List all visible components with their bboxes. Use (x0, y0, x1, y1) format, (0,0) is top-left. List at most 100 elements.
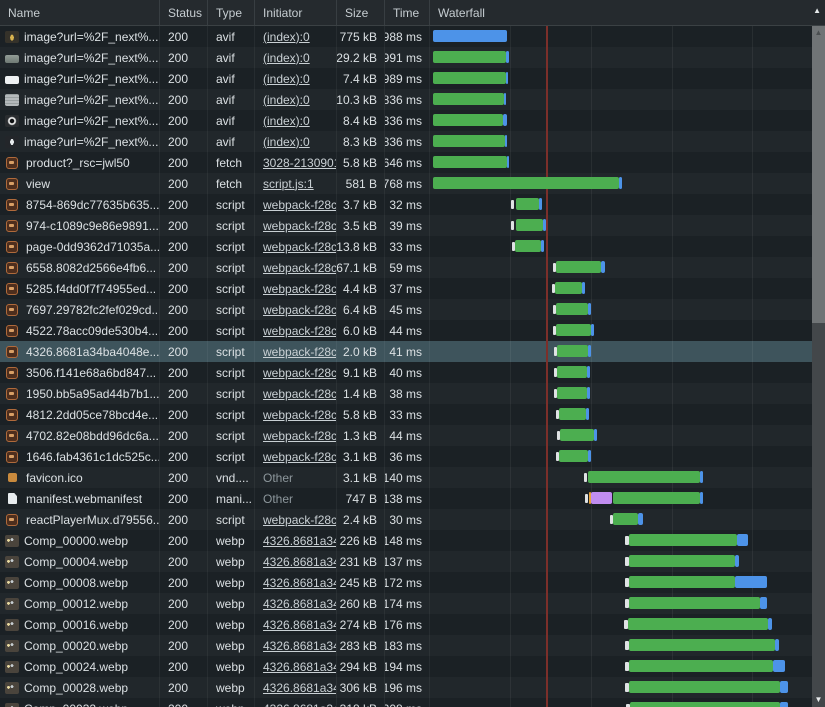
waterfall-segment-waiting[interactable] (613, 492, 700, 504)
waterfall-segment-waiting[interactable] (557, 366, 587, 378)
initiator-link[interactable]: (index):0 (263, 113, 310, 128)
table-row[interactable]: page-0dd9362d71035a... 200 script webpack-f… (0, 236, 812, 257)
table-row[interactable]: Comp_00000.webp 200 webp 4326.8681a34b226 k… (0, 530, 812, 551)
table-row[interactable]: 7697.29782fc2fef029cd... 200 script webpack… (0, 299, 812, 320)
waterfall-segment-download[interactable] (601, 261, 605, 273)
waterfall-segment-connect[interactable] (589, 492, 591, 504)
waterfall-segment-waiting[interactable] (557, 345, 588, 357)
waterfall-segment-waiting[interactable] (629, 681, 780, 693)
initiator-link[interactable]: webpack-f28cd (263, 386, 337, 401)
waterfall-segment-download[interactable] (619, 177, 622, 189)
waterfall-segment-waiting[interactable] (433, 72, 506, 84)
scrollbar-thumb[interactable]: ▲ (812, 26, 825, 323)
waterfall-segment-waiting[interactable] (555, 282, 582, 294)
table-row[interactable]: image?url=%2F_next%... 200 avif (index):0 10… (0, 89, 812, 110)
waterfall-segment-download[interactable] (507, 156, 509, 168)
waterfall-segment-waiting[interactable] (629, 639, 775, 651)
initiator-link[interactable]: webpack-f28cd (263, 428, 337, 443)
waterfall-segment-waiting[interactable] (629, 555, 735, 567)
table-row[interactable]: image?url=%2F_next%... 200 avif (index):0 77… (0, 26, 812, 47)
table-row[interactable]: reactPlayerMux.d79556... 200 script webpack… (0, 509, 812, 530)
waterfall-segment-download[interactable] (541, 240, 544, 252)
table-row[interactable]: favicon.ico 200 vnd.... Other 3.1 kB 140 ms (0, 467, 812, 488)
table-row[interactable]: Comp_00020.webp 200 webp 4326.8681a34b283 k… (0, 635, 812, 656)
column-header-status[interactable]: Status (160, 0, 208, 25)
initiator-link[interactable]: script.js:1 (263, 176, 314, 191)
waterfall-segment-download[interactable] (760, 597, 767, 609)
waterfall-segment-download[interactable] (506, 72, 508, 84)
waterfall-segment-download[interactable] (588, 450, 591, 462)
waterfall-segment-waiting[interactable] (630, 702, 780, 707)
scrollbar-down-icon[interactable]: ▼ (814, 695, 823, 704)
table-row[interactable]: Comp_00016.webp 200 webp 4326.8681a34b274 k… (0, 614, 812, 635)
table-row[interactable]: product?_rsc=jwl50 200 fetch 3028-2130901 5.… (0, 152, 812, 173)
initiator-link[interactable]: webpack-f28cd (263, 512, 337, 527)
table-row[interactable]: Comp_00028.webp 200 webp 4326.8681a34b306 k… (0, 677, 812, 698)
waterfall-segment-waiting[interactable] (516, 219, 543, 231)
initiator-link[interactable]: (index):0 (263, 92, 310, 107)
initiator-link[interactable]: webpack-f28cd (263, 344, 337, 359)
waterfall-segment-download[interactable] (594, 429, 597, 441)
waterfall-segment-download[interactable] (505, 135, 507, 147)
initiator-link[interactable]: 4326.8681a34b (263, 638, 336, 653)
column-header-size[interactable]: Size (337, 0, 385, 25)
initiator-link[interactable]: 4326.8681a34b (263, 680, 336, 695)
waterfall-segment-download[interactable] (737, 534, 748, 546)
initiator-link[interactable]: 3028-2130901 (263, 155, 337, 170)
initiator-link[interactable]: webpack-f28cd (263, 239, 337, 254)
waterfall-segment-download[interactable] (773, 660, 785, 672)
initiator-link[interactable]: 4326.8681a34b (263, 554, 336, 569)
waterfall-segment-download[interactable] (735, 576, 767, 588)
waterfall-segment-waiting[interactable] (629, 597, 760, 609)
waterfall-segment-waiting[interactable] (560, 429, 594, 441)
initiator-link[interactable]: (index):0 (263, 50, 310, 65)
waterfall-segment-waiting[interactable] (556, 324, 591, 336)
waterfall-segment-waiting[interactable] (613, 513, 638, 525)
initiator-link[interactable]: webpack-f28cd (263, 302, 337, 317)
table-row[interactable]: image?url=%2F_next%... 200 avif (index):0 29… (0, 47, 812, 68)
initiator-link[interactable]: webpack-f28cd (263, 281, 337, 296)
column-header-type[interactable]: Type (208, 0, 255, 25)
waterfall-segment-waiting[interactable] (557, 387, 587, 399)
waterfall-segment-waiting[interactable] (556, 303, 588, 315)
initiator-link[interactable]: webpack-f28cd (263, 365, 337, 380)
waterfall-segment-waiting[interactable] (559, 408, 586, 420)
waterfall-segment-download[interactable] (539, 198, 542, 210)
initiator-link[interactable]: (index):0 (263, 71, 310, 86)
waterfall-segment-download[interactable] (638, 513, 643, 525)
table-row[interactable]: 4326.8681a34ba4048e... 200 script webpack-f… (0, 341, 812, 362)
table-row[interactable]: 4522.78acc09de530b4... 200 script webpack-f… (0, 320, 812, 341)
table-row[interactable]: manifest.webmanifest 200 mani... Other 747 B… (0, 488, 812, 509)
waterfall-segment-download[interactable] (433, 30, 507, 42)
waterfall-segment-download[interactable] (587, 387, 590, 399)
table-row[interactable]: Comp_00004.webp 200 webp 4326.8681a34b231 k… (0, 551, 812, 572)
waterfall-segment-waiting[interactable] (559, 450, 588, 462)
waterfall-segment-download[interactable] (780, 681, 788, 693)
initiator-link[interactable]: webpack-f28cd (263, 449, 337, 464)
column-header-name[interactable]: Name (0, 0, 160, 25)
table-row[interactable]: Comp_00012.webp 200 webp 4326.8681a34b260 k… (0, 593, 812, 614)
initiator-link[interactable]: webpack-f28cd (263, 407, 337, 422)
vertical-scrollbar[interactable]: ▲ ▼ (812, 26, 825, 707)
waterfall-segment-download[interactable] (768, 618, 772, 630)
waterfall-segment-waiting[interactable] (433, 156, 507, 168)
table-row[interactable]: 5285.f4dd0f7f74955ed... 200 script webpack-… (0, 278, 812, 299)
waterfall-segment-waiting[interactable] (629, 660, 773, 672)
waterfall-segment-download[interactable] (591, 324, 594, 336)
table-row[interactable]: 6558.8082d2566e4fb6... 200 script webpack-f… (0, 257, 812, 278)
initiator-link[interactable]: 4326.8681a34b (263, 596, 336, 611)
waterfall-segment-waiting[interactable] (628, 618, 768, 630)
waterfall-segment-waiting[interactable] (556, 261, 601, 273)
waterfall-segment-download[interactable] (780, 702, 788, 707)
initiator-link[interactable]: webpack-f28cd (263, 323, 337, 338)
waterfall-segment-download[interactable] (735, 555, 739, 567)
initiator-link[interactable]: 4326.8681a34b (263, 617, 336, 632)
waterfall-segment-download[interactable] (587, 366, 590, 378)
waterfall-segment-download[interactable] (588, 303, 591, 315)
table-row[interactable]: Comp_00024.webp 200 webp 4326.8681a34b294 k… (0, 656, 812, 677)
initiator-link[interactable]: webpack-f28cd (263, 260, 337, 275)
table-row[interactable]: 4702.82e08bdd96dc6a... 200 script webpack-f… (0, 425, 812, 446)
waterfall-segment-download[interactable] (588, 345, 591, 357)
initiator-link[interactable]: 4326.8681a34b (263, 533, 336, 548)
table-row[interactable]: 4812.2dd05ce78bcd4e... 200 script webpack-f… (0, 404, 812, 425)
